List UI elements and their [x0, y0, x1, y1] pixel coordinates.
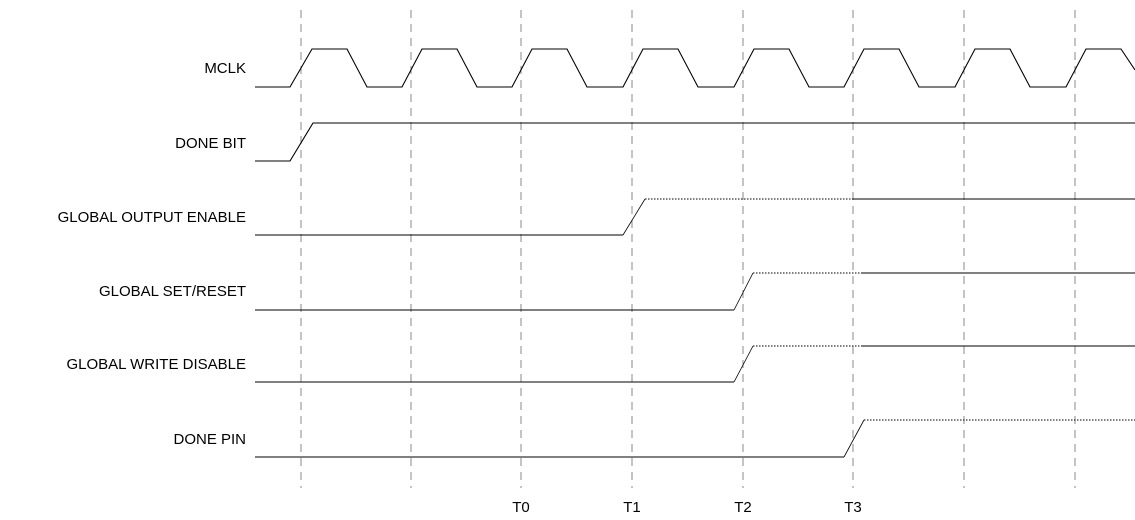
signal-label-global-set-reset: GLOBAL SET/RESET	[99, 283, 246, 300]
waveform-done-pin	[255, 419, 1135, 458]
signal-labels: MCLK DONE BIT GLOBAL OUTPUT ENABLE GLOBA…	[58, 60, 246, 448]
signal-label-done-pin: DONE PIN	[173, 431, 246, 448]
signal-label-done-bit: DONE BIT	[175, 135, 246, 152]
time-marker-t0: T0	[512, 499, 530, 516]
waveform-done-bit	[255, 122, 1135, 162]
signal-label-global-write-disable: GLOBAL WRITE DISABLE	[67, 356, 247, 373]
clock-gridlines	[300, 10, 1076, 488]
waveforms	[255, 48, 1135, 458]
signal-label-global-output-enable: GLOBAL OUTPUT ENABLE	[58, 209, 246, 226]
waveform-mclk	[255, 48, 1135, 88]
waveform-global-output-enable	[255, 198, 1135, 236]
time-marker-labels: T0 T1 T2 T3	[512, 499, 862, 516]
signal-label-mclk: MCLK	[204, 60, 246, 77]
time-marker-t1: T1	[623, 499, 641, 516]
waveform-global-write-disable	[255, 345, 1135, 383]
time-marker-t2: T2	[734, 499, 752, 516]
waveform-global-set-reset	[255, 272, 1135, 311]
time-marker-t3: T3	[844, 499, 862, 516]
